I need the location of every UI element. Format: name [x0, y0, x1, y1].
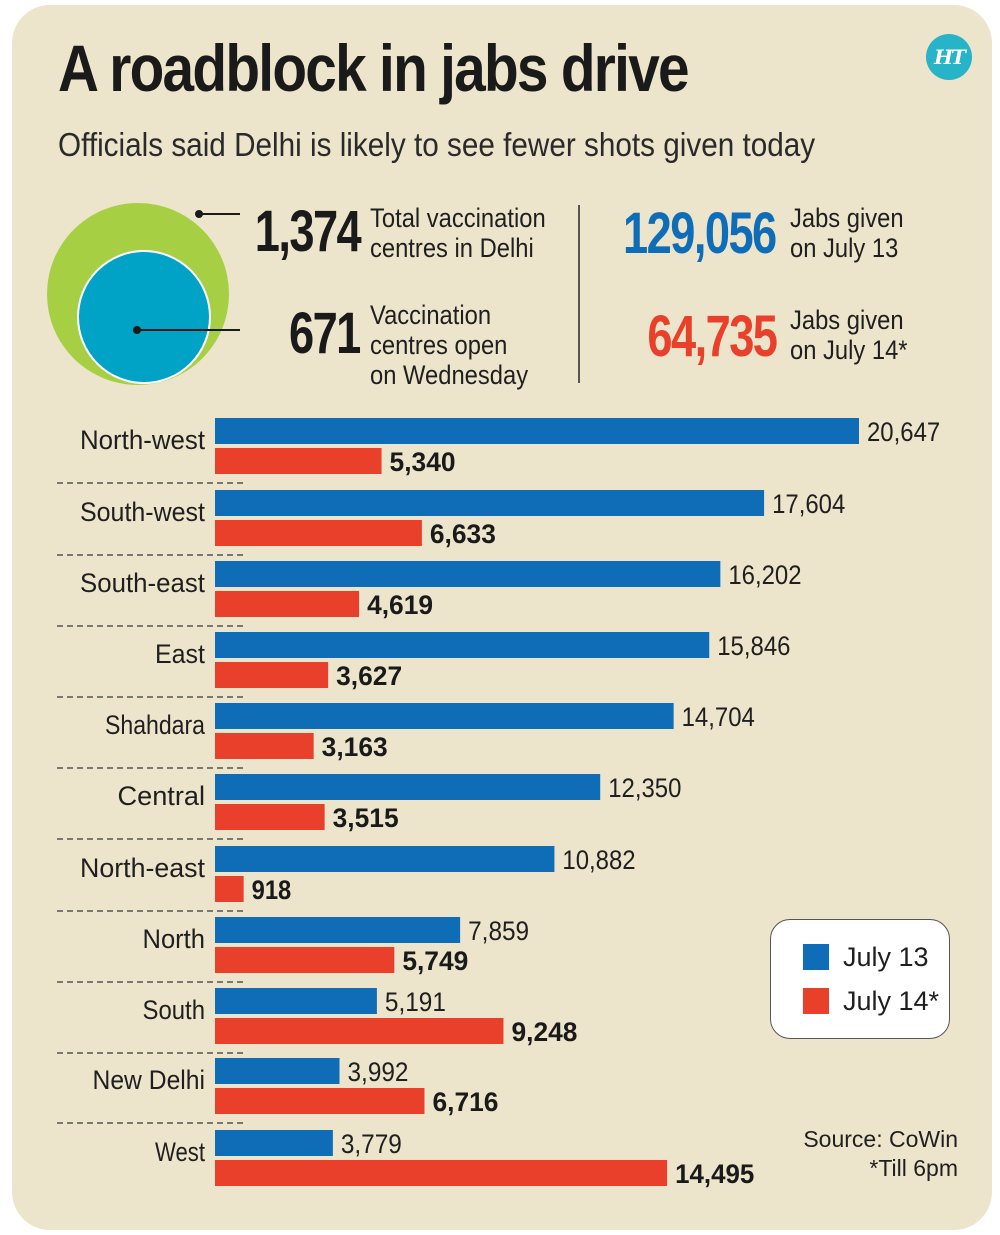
bar-july13-north — [215, 917, 461, 943]
value-label-july13-west: 3,779 — [341, 1129, 402, 1159]
jabs-july14-label-2: on July 14* — [790, 335, 908, 365]
value-label-july13-south: 5,191 — [385, 987, 446, 1017]
value-label-july13-east: 15,846 — [717, 631, 790, 661]
bar-july14-central — [215, 804, 325, 830]
bar-july13-north-west — [215, 418, 859, 444]
value-label-july14-south-east: 4,619 — [367, 590, 433, 620]
value-label-july14-shahdara: 3,163 — [322, 732, 388, 762]
value-label-july14-north: 5,749 — [402, 946, 468, 976]
category-label-east: East — [155, 639, 205, 669]
bar-july13-south-west — [215, 490, 765, 516]
category-label-south-west: South-west — [80, 497, 205, 527]
bar-july14-west — [215, 1160, 668, 1186]
footnote-line: *Till 6pm — [869, 1155, 958, 1181]
total-centres-label-2: centres in Delhi — [370, 233, 534, 263]
page-title: A roadblock in jabs drive — [58, 31, 690, 105]
bar-july13-west — [215, 1130, 333, 1156]
chart-legend: July 13 July 14* — [770, 919, 950, 1039]
legend-item-july13: July 13 — [803, 942, 929, 972]
source-line: Source: CoWin — [803, 1126, 958, 1152]
open-centres-circle — [77, 250, 211, 384]
stats-divider — [578, 205, 580, 383]
value-label-july13-central: 12,350 — [608, 773, 681, 803]
legend-label-july14: July 14* — [843, 985, 940, 1016]
open-centres-label-2: centres open — [370, 330, 508, 360]
legend-item-july14: July 14* — [803, 986, 939, 1016]
value-label-july14-new-delhi: 6,716 — [432, 1087, 498, 1117]
bar-july14-north — [215, 947, 395, 973]
value-label-july14-central: 3,515 — [333, 803, 399, 833]
bar-july13-shahdara — [215, 703, 674, 729]
bar-july13-east — [215, 632, 710, 658]
category-label-new-delhi: New Delhi — [93, 1065, 206, 1095]
value-label-july14-east: 3,627 — [336, 661, 402, 691]
jabs-july13-value: 129,056 — [623, 201, 777, 266]
jabs-july13-label-2: on July 13 — [790, 233, 899, 263]
category-label-south-east: South-east — [80, 568, 205, 598]
category-label-west: West — [155, 1137, 205, 1167]
source-note: Source: CoWin *Till 6pm — [803, 1125, 958, 1183]
bar-july14-east — [215, 662, 329, 688]
value-label-july13-south-east: 16,202 — [728, 560, 801, 590]
bar-july13-central — [215, 774, 601, 800]
category-label-shahdara: Shahdara — [105, 710, 206, 740]
total-centres-label-1: Total vaccination — [370, 203, 546, 233]
value-label-july13-south-west: 17,604 — [772, 489, 845, 519]
ht-logo: HT — [926, 34, 972, 80]
value-label-july14-south-west: 6,633 — [430, 519, 496, 549]
category-label-south: South — [143, 995, 206, 1025]
legend-label-july13: July 13 — [843, 941, 929, 972]
category-label-north: North — [143, 924, 206, 954]
leader-dot-total — [195, 210, 203, 218]
value-label-july13-north-west: 20,647 — [867, 417, 940, 447]
value-label-july14-north-east: 918 — [252, 875, 292, 905]
value-label-july14-west: 14,495 — [675, 1159, 754, 1189]
bar-july13-new-delhi — [215, 1058, 340, 1084]
bar-july13-south — [215, 988, 377, 1014]
leader-line-open — [137, 329, 240, 331]
value-label-july13-shahdara: 14,704 — [682, 702, 755, 732]
open-centres-value: 671 — [289, 301, 361, 366]
bar-july14-north-east — [215, 876, 244, 902]
legend-swatch-july14 — [803, 988, 829, 1014]
value-label-july13-north-east: 10,882 — [562, 845, 635, 875]
value-label-july14-north-west: 5,340 — [390, 447, 456, 477]
legend-swatch-july13 — [803, 944, 829, 970]
category-label-north-east: North-east — [80, 853, 205, 883]
jabs-july13-label-1: Jabs given — [790, 203, 904, 233]
page-subtitle: Officials said Delhi is likely to see fe… — [58, 126, 816, 163]
bar-july14-south-west — [215, 520, 422, 546]
bar-july14-new-delhi — [215, 1088, 425, 1114]
jabs-july14-label-1: Jabs given — [790, 305, 904, 335]
bar-july13-south-east — [215, 561, 721, 587]
total-centres-value: 1,374 — [254, 199, 362, 264]
bar-july14-shahdara — [215, 733, 314, 759]
bar-july14-south — [215, 1018, 504, 1044]
bar-july14-north-west — [215, 448, 382, 474]
value-label-july13-north: 7,859 — [468, 916, 529, 946]
bar-july14-south-east — [215, 591, 360, 617]
category-label-central: Central — [118, 781, 206, 811]
jabs-july14-value: 64,735 — [646, 304, 778, 369]
leader-line-total — [200, 213, 240, 215]
category-label-north-west: North-west — [80, 425, 205, 455]
open-centres-label-3: on Wednesday — [370, 360, 529, 390]
value-label-july13-new-delhi: 3,992 — [348, 1057, 409, 1087]
open-centres-label-1: Vaccination — [370, 300, 492, 330]
bar-july13-north-east — [215, 846, 555, 872]
value-label-july14-south: 9,248 — [511, 1017, 577, 1047]
